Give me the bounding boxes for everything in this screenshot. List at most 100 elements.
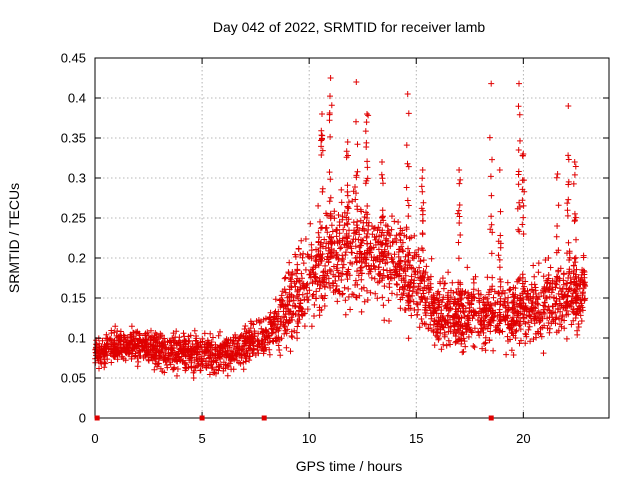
data-point xyxy=(156,354,163,361)
data-point xyxy=(411,253,418,259)
data-point xyxy=(499,328,506,335)
data-point xyxy=(150,337,157,344)
data-point xyxy=(523,333,530,340)
data-point xyxy=(451,320,458,327)
data-point xyxy=(470,286,477,293)
data-point xyxy=(134,343,141,350)
data-point xyxy=(382,222,389,229)
y-tick-label: 0.05 xyxy=(61,371,86,386)
data-point xyxy=(295,295,302,302)
data-point xyxy=(325,275,332,282)
data-point xyxy=(415,283,422,290)
data-point xyxy=(145,333,152,339)
data-point xyxy=(470,279,477,286)
data-point xyxy=(362,260,368,267)
data-point xyxy=(136,330,143,337)
data-point xyxy=(344,204,351,211)
data-point xyxy=(136,338,143,345)
data-point xyxy=(466,324,473,331)
data-point xyxy=(418,316,425,322)
data-point xyxy=(476,332,483,339)
data-point xyxy=(419,207,426,214)
data-point xyxy=(408,276,415,283)
data-point xyxy=(512,328,519,335)
data-point xyxy=(370,225,377,232)
data-point xyxy=(456,180,463,187)
data-point xyxy=(223,352,229,359)
data-point xyxy=(580,252,587,259)
data-point xyxy=(364,203,371,209)
data-point xyxy=(344,192,351,199)
data-point xyxy=(480,296,487,303)
data-point xyxy=(457,335,464,342)
data-point xyxy=(379,294,386,301)
data-point xyxy=(327,194,334,201)
data-point xyxy=(299,254,306,261)
data-point xyxy=(182,367,189,374)
data-point xyxy=(504,279,511,286)
data-point xyxy=(407,305,414,312)
data-point xyxy=(162,356,169,363)
data-point xyxy=(535,260,542,267)
data-point xyxy=(534,296,541,303)
data-point xyxy=(380,180,386,187)
data-point xyxy=(579,290,586,297)
data-point xyxy=(379,159,385,165)
data-point xyxy=(440,285,447,292)
data-point xyxy=(224,372,231,379)
data-point xyxy=(475,290,482,297)
data-point xyxy=(239,352,245,359)
data-point xyxy=(390,259,397,266)
data-point xyxy=(399,227,406,234)
data-point xyxy=(254,342,261,349)
data-point xyxy=(433,318,440,325)
data-point xyxy=(251,328,258,335)
data-point xyxy=(302,236,309,242)
data-point xyxy=(123,348,130,355)
data-point xyxy=(375,264,382,271)
data-point xyxy=(354,268,360,275)
data-point xyxy=(570,306,577,313)
data-point xyxy=(555,202,562,209)
data-point xyxy=(361,298,368,305)
data-point xyxy=(115,340,122,347)
data-point xyxy=(503,314,509,321)
plot-frame xyxy=(94,57,610,419)
data-point xyxy=(428,315,435,322)
data-point xyxy=(182,351,189,358)
data-point xyxy=(391,218,398,225)
data-point xyxy=(202,350,209,357)
data-point xyxy=(437,330,444,337)
data-point xyxy=(329,279,336,286)
data-point xyxy=(308,241,315,248)
data-point xyxy=(541,322,548,329)
data-point xyxy=(403,142,410,149)
data-point xyxy=(266,346,273,353)
data-point xyxy=(258,337,265,344)
data-point xyxy=(100,347,107,354)
data-point xyxy=(409,292,416,299)
data-point xyxy=(426,276,432,283)
data-point xyxy=(358,276,365,283)
data-point xyxy=(557,300,564,307)
data-point xyxy=(455,315,462,322)
data-point xyxy=(572,281,579,288)
data-point xyxy=(229,355,236,362)
data-point xyxy=(544,315,551,322)
data-point xyxy=(455,298,462,305)
data-point xyxy=(456,314,463,321)
data-point xyxy=(344,139,351,145)
data-point xyxy=(382,260,389,267)
data-point xyxy=(553,329,560,336)
data-point xyxy=(522,320,529,327)
data-point xyxy=(389,213,395,220)
data-point xyxy=(406,249,413,256)
data-point xyxy=(284,301,291,308)
y-tick-label: 0.4 xyxy=(68,91,86,106)
data-point xyxy=(489,307,495,314)
data-point xyxy=(572,295,579,302)
data-point xyxy=(300,260,307,267)
data-point xyxy=(364,287,370,294)
gap-marker xyxy=(199,415,205,421)
data-point xyxy=(118,354,125,360)
